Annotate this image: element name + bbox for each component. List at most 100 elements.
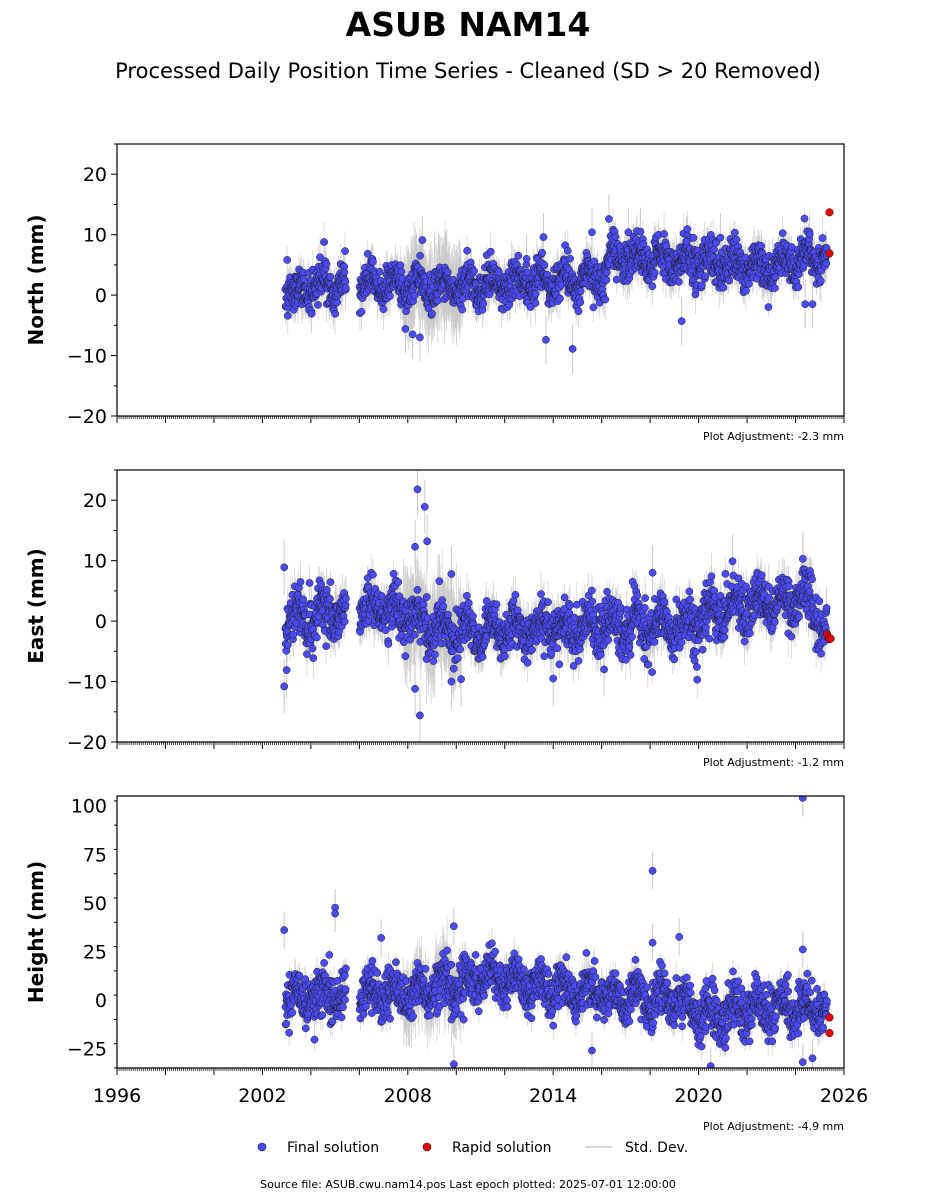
final-solution-point	[397, 267, 406, 276]
final-solution-outlier	[408, 330, 417, 339]
final-solution-points	[281, 208, 834, 353]
final-solution-outlier	[416, 333, 424, 342]
north-panel: −20 −10 0 10 20 North (mm) Plot Adjustment: -2…	[24, 143, 845, 443]
final-solution-point	[486, 247, 495, 256]
final-solution-point	[698, 281, 706, 290]
final-solution-point	[540, 261, 549, 270]
final-solution-point	[719, 283, 728, 292]
final-solution-point	[307, 309, 316, 318]
final-solution-point	[675, 277, 683, 286]
final-solution-outlier	[568, 345, 577, 353]
final-solution-outlier	[716, 233, 725, 242]
final-solution-point	[514, 251, 523, 260]
final-solution-point	[357, 307, 366, 316]
final-solution-point	[433, 296, 442, 305]
final-solution-point	[683, 225, 692, 233]
y-tick-label: −20	[67, 406, 107, 428]
final-solution-point	[322, 259, 331, 268]
final-solution-outlier	[605, 215, 613, 223]
final-solution-point	[710, 245, 718, 254]
y-tick-label: −10	[67, 346, 107, 368]
final-solution-outlier	[624, 228, 633, 237]
final-solution-point	[590, 257, 599, 266]
y-tick-label: 0	[95, 285, 107, 307]
final-solution-point	[563, 246, 572, 255]
final-solution-point	[495, 268, 503, 277]
final-solution-point	[299, 275, 308, 283]
final-solution-point	[428, 309, 436, 318]
final-solution-point	[701, 272, 710, 281]
final-solution-outlier	[682, 237, 691, 246]
final-solution-outlier	[588, 228, 596, 237]
final-solution-point	[650, 268, 659, 277]
final-solution-point	[485, 290, 494, 299]
final-solution-outlier	[418, 236, 427, 244]
final-solution-point	[689, 233, 698, 242]
final-solution-point	[770, 284, 779, 292]
final-solution-point	[589, 303, 598, 312]
final-solution-point	[385, 292, 394, 300]
final-solution-point	[601, 295, 610, 304]
final-solution-point	[576, 298, 585, 307]
final-solution-outlier	[401, 325, 410, 333]
final-solution-point	[778, 229, 787, 238]
final-solution-point	[742, 286, 750, 295]
final-solution-point	[566, 254, 574, 263]
final-solution-point	[410, 291, 419, 300]
chart-subtitle: Processed Daily Position Time Series - C…	[115, 59, 821, 83]
final-solution-point	[375, 267, 384, 276]
final-solution-point	[602, 268, 611, 277]
final-solution-point	[316, 253, 324, 262]
y-axis-label: North (mm)	[24, 214, 48, 345]
final-solution-point	[320, 238, 328, 246]
final-solution-point	[333, 298, 342, 307]
final-solution-point	[369, 257, 377, 266]
final-solution-point	[396, 261, 405, 270]
final-solution-point	[331, 309, 339, 318]
final-solution-point	[341, 247, 349, 255]
final-solution-point	[660, 230, 668, 238]
final-solution-point	[816, 277, 825, 285]
final-solution-point	[470, 267, 478, 275]
final-solution-point	[538, 249, 547, 257]
final-solution-outlier	[808, 300, 817, 309]
final-solution-point	[612, 275, 621, 284]
final-solution-point	[611, 232, 620, 241]
final-solution-outlier	[677, 317, 686, 325]
y-tick-label: 20	[83, 164, 107, 186]
final-solution-point	[745, 280, 753, 288]
final-solution-outlier	[542, 335, 550, 344]
final-solution-point	[800, 214, 809, 223]
final-solution-point	[822, 259, 831, 268]
final-solution-point	[416, 251, 424, 260]
chart-title: ASUB NAM14	[346, 5, 591, 44]
rapid-solution-point	[825, 249, 834, 258]
final-solution-point	[648, 282, 657, 291]
final-solution-point	[764, 303, 773, 311]
final-solution-point	[602, 276, 611, 284]
final-solution-point	[283, 256, 292, 264]
final-solution-outlier	[636, 227, 645, 236]
final-solution-point	[574, 307, 583, 316]
final-solution-point	[479, 300, 488, 309]
rapid-solution-point	[825, 208, 834, 217]
plot-adjustment-note: Plot Adjustment: -2.3 mm	[703, 430, 844, 443]
final-solution-point	[326, 272, 335, 281]
final-solution-point	[379, 305, 388, 313]
final-solution-point	[818, 234, 827, 242]
final-solution-point	[794, 283, 803, 291]
final-solution-outlier	[522, 254, 531, 263]
final-solution-point	[730, 228, 739, 237]
final-solution-point	[283, 311, 292, 320]
final-solution-point	[725, 276, 734, 285]
final-solution-outlier	[801, 300, 810, 309]
final-solution-point	[363, 249, 372, 258]
final-solution-point	[805, 230, 814, 239]
final-solution-point	[342, 284, 350, 292]
final-solution-point	[639, 240, 648, 248]
final-solution-point	[443, 268, 452, 277]
final-solution-point	[556, 294, 564, 303]
final-solution-point	[531, 299, 540, 307]
final-solution-point	[463, 246, 472, 255]
